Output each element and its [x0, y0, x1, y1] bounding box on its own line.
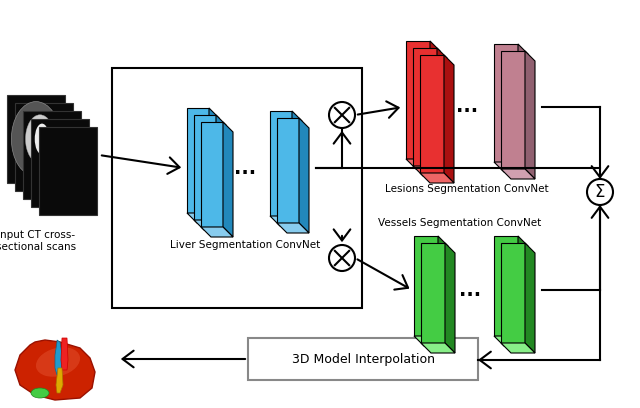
Polygon shape [277, 118, 299, 223]
Ellipse shape [12, 102, 61, 176]
Polygon shape [55, 340, 62, 375]
Polygon shape [223, 122, 233, 237]
Polygon shape [421, 243, 445, 343]
Polygon shape [438, 236, 448, 346]
Polygon shape [525, 243, 535, 353]
Text: $\Sigma$: $\Sigma$ [595, 183, 605, 201]
Text: 3D Model Interpolation: 3D Model Interpolation [291, 353, 435, 366]
Polygon shape [420, 173, 454, 183]
Polygon shape [494, 44, 518, 162]
Polygon shape [406, 159, 440, 169]
Polygon shape [444, 55, 454, 183]
Polygon shape [501, 243, 525, 343]
Polygon shape [494, 236, 518, 336]
Text: Lesions Segmentation ConvNet: Lesions Segmentation ConvNet [385, 184, 549, 194]
Polygon shape [187, 213, 219, 223]
Polygon shape [39, 127, 97, 215]
Polygon shape [421, 343, 455, 353]
Polygon shape [414, 336, 448, 346]
Polygon shape [277, 223, 309, 233]
Polygon shape [216, 115, 226, 230]
Polygon shape [194, 220, 226, 230]
Text: ...: ... [456, 98, 478, 117]
Polygon shape [201, 122, 223, 227]
Text: Liver Segmentation ConvNet: Liver Segmentation ConvNet [170, 240, 320, 250]
Polygon shape [270, 216, 302, 226]
Polygon shape [15, 103, 73, 191]
Polygon shape [7, 95, 65, 183]
Polygon shape [525, 51, 535, 179]
Polygon shape [201, 227, 233, 237]
Polygon shape [501, 343, 535, 353]
Polygon shape [494, 336, 528, 346]
Ellipse shape [31, 388, 49, 398]
Polygon shape [494, 162, 528, 172]
Polygon shape [413, 48, 437, 166]
Polygon shape [299, 118, 309, 233]
Polygon shape [501, 169, 535, 179]
Polygon shape [23, 111, 81, 199]
Bar [248, 338, 478, 380]
Text: Vessels Segmentation ConvNet: Vessels Segmentation ConvNet [378, 218, 541, 228]
Polygon shape [518, 236, 528, 346]
Polygon shape [15, 340, 95, 400]
Polygon shape [414, 236, 438, 336]
Polygon shape [56, 368, 63, 393]
Circle shape [329, 102, 355, 128]
Polygon shape [420, 55, 444, 173]
Polygon shape [209, 108, 219, 223]
Ellipse shape [36, 347, 80, 377]
Polygon shape [187, 108, 209, 213]
Polygon shape [61, 338, 68, 370]
Polygon shape [292, 111, 302, 226]
Polygon shape [406, 41, 430, 159]
Polygon shape [413, 166, 447, 176]
Polygon shape [437, 48, 447, 176]
Polygon shape [194, 115, 216, 220]
Text: Input CT cross-
sectional scans: Input CT cross- sectional scans [0, 230, 76, 252]
Text: ...: ... [459, 281, 481, 299]
Text: ...: ... [234, 158, 256, 177]
Polygon shape [518, 44, 528, 172]
Polygon shape [31, 119, 89, 207]
Polygon shape [270, 111, 292, 216]
Circle shape [329, 245, 355, 271]
Circle shape [587, 179, 613, 205]
Polygon shape [430, 41, 440, 169]
Bar [112, 68, 362, 308]
Ellipse shape [26, 115, 54, 163]
Ellipse shape [35, 124, 49, 154]
Polygon shape [501, 51, 525, 169]
Polygon shape [445, 243, 455, 353]
